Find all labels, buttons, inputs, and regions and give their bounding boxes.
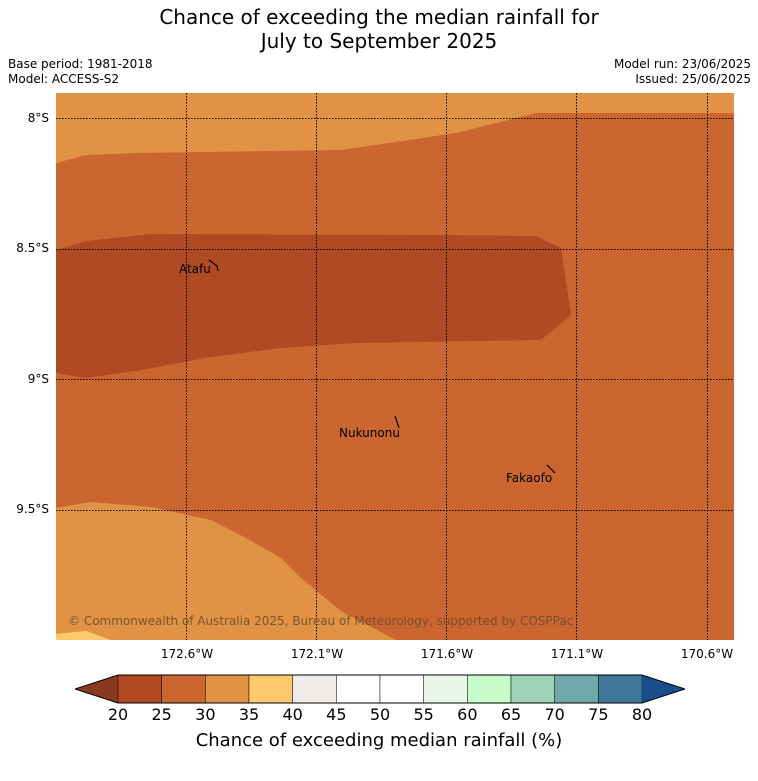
island-nukunonu [394, 415, 400, 429]
colorbar [75, 674, 685, 704]
colorbar-cell-11 [598, 674, 643, 704]
region-30-35-bottom [56, 502, 396, 640]
lat-label-8s: 8°S [27, 111, 49, 125]
colorbar-tick-20: 20 [107, 705, 129, 724]
colorbar-over-extension [642, 675, 685, 703]
region-30-35-top [56, 93, 734, 163]
colorbar-cells [117, 674, 643, 704]
colorbar-tick-60: 60 [457, 705, 478, 724]
base-period: Base period: 1981-2018 [8, 57, 153, 71]
colorbar-tick-30: 30 [195, 705, 216, 724]
colorbar-cell-10 [554, 674, 599, 704]
map-area [56, 93, 734, 640]
meta-right: Model run: 23/06/2025 Issued: 25/06/2025 [614, 57, 751, 87]
colorbar-tick-70: 70 [544, 705, 565, 724]
colorbar-cell-5 [336, 674, 381, 704]
region-20-25-band [56, 234, 571, 378]
colorbar-tick-55: 55 [413, 705, 434, 724]
islands [208, 259, 556, 474]
map-title: Chance of exceeding the median rainfall … [0, 5, 758, 53]
place-label-nukunonu: Nukunonu [339, 426, 400, 440]
colorbar-cell-8 [467, 674, 512, 704]
colorbar-under-extension [75, 675, 118, 703]
lon-label-171-6w: 171.6°W [420, 647, 474, 661]
colorbar-cell-7 [423, 674, 468, 704]
colorbar-cell-0 [117, 674, 162, 704]
lon-label-172-6w: 172.6°W [160, 647, 214, 661]
colorbar-cell-1 [161, 674, 206, 704]
colorbar-tick-40: 40 [282, 705, 303, 724]
colorbar-cell-2 [205, 674, 250, 704]
lon-label-172-1w: 172.1°W [290, 647, 344, 661]
colorbar-cell-3 [248, 674, 293, 704]
colorbar-outline [75, 674, 685, 704]
title-line-1: Chance of exceeding the median rainfall … [159, 5, 599, 29]
colorbar-cell-9 [510, 674, 555, 704]
model-name: Model: ACCESS-S2 [8, 72, 120, 86]
colorbar-tick-80: 80 [631, 705, 653, 724]
meta-left: Base period: 1981-2018 Model: ACCESS-S2 [8, 57, 153, 87]
colorbar-tick-75: 75 [588, 705, 609, 724]
colorbar-tick-25: 25 [151, 705, 172, 724]
lon-label-171-1w: 171.1°W [550, 647, 604, 661]
lat-label-9s: 9°S [27, 372, 49, 386]
colorbar-tick-50: 50 [369, 705, 391, 724]
place-label-fakaofo: Fakaofo [506, 471, 553, 485]
lat-label-8-5s: 8.5°S [16, 241, 49, 255]
issued-date: Issued: 25/06/2025 [635, 72, 751, 86]
colorbar-tick-45: 45 [326, 705, 347, 724]
colorbar-cell-6 [379, 674, 424, 704]
lat-label-9-5s: 9.5°S [16, 502, 49, 516]
copyright-notice: © Commonwealth of Australia 2025, Bureau… [68, 614, 574, 628]
colorbar-tick-35: 35 [238, 705, 260, 724]
region-35-40-patch [56, 631, 111, 640]
graticule [56, 93, 734, 640]
map-canvas [56, 93, 734, 640]
island-fakaofo [546, 464, 556, 474]
place-label-atafu: Atafu [179, 262, 211, 276]
model-run: Model run: 23/06/2025 [613, 57, 751, 71]
colorbar-title: Chance of exceeding median rainfall (%) [195, 730, 563, 751]
island-atafu [208, 259, 219, 272]
colorbar-cell-4 [292, 674, 337, 704]
lon-label-170-6w: 170.6°W [680, 647, 734, 661]
title-line-2: July to September 2025 [260, 29, 498, 53]
colorbar-tick-65: 65 [500, 705, 522, 724]
